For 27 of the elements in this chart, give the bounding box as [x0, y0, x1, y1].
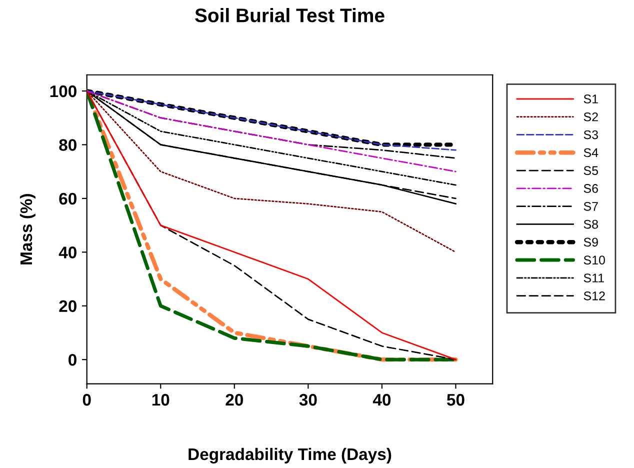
y-tick-label: 80 [59, 139, 76, 151]
legend-label: S5 [584, 166, 598, 176]
legend-label: S12 [584, 291, 605, 300]
legend-label: S6 [584, 184, 598, 193]
x-tick-label: 20 [226, 394, 243, 406]
legend-label: S3 [584, 130, 598, 140]
y-tick-label: 0 [68, 354, 76, 366]
legend-label: S7 [584, 202, 598, 211]
legend-label: S9 [584, 238, 598, 247]
y-axis-title: Mass (%) [20, 194, 36, 264]
legend-label: S2 [584, 112, 598, 122]
x-tick-label: 30 [299, 394, 317, 406]
legend-label: S1 [584, 94, 598, 104]
x-tick-label: 0 [82, 394, 91, 406]
chart-title: Soil Burial Test Time [195, 8, 384, 22]
y-tick-label: 20 [59, 300, 76, 312]
y-tick-label: 40 [58, 246, 76, 258]
y-tick-label: 60 [59, 192, 76, 205]
x-tick-label: 50 [446, 394, 464, 406]
legend-label: S11 [584, 274, 604, 282]
x-tick-label: 40 [372, 394, 391, 406]
x-axis-title: Degradability Time (Days) [188, 448, 392, 464]
legend-label: S4 [584, 148, 598, 158]
y-tick-label: 100 [50, 85, 76, 98]
x-tick-label: 10 [152, 394, 170, 406]
legend-label: S10 [584, 256, 605, 265]
legend-label: S8 [584, 220, 598, 229]
